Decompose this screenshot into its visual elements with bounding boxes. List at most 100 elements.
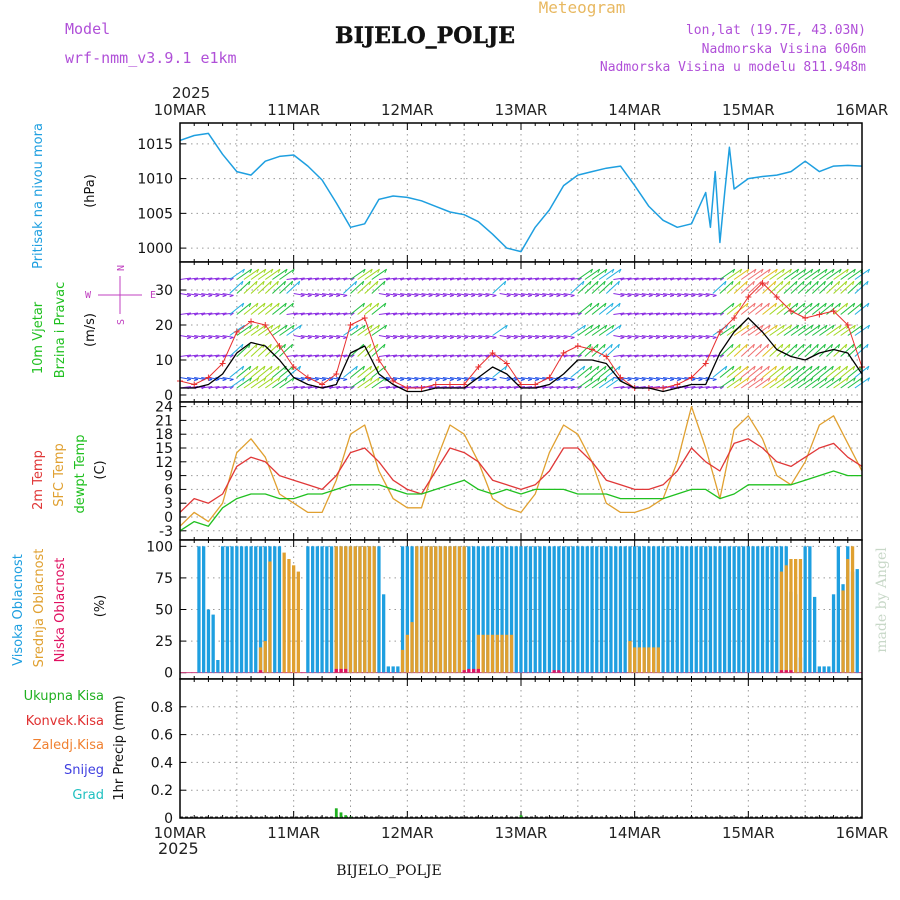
wind-barb — [322, 354, 334, 357]
wind-barb-head — [300, 336, 305, 340]
wind-barb-head — [534, 378, 540, 382]
precipitation-title: Ukupna Kisa Konvek.Kisa Zaledj.Kisa Snij… — [24, 689, 127, 803]
wind-barb-head — [773, 281, 777, 286]
wind-barb — [236, 268, 252, 280]
wind-barb-head — [816, 281, 819, 286]
wind-barb — [591, 377, 608, 389]
wind-barb-head — [435, 294, 440, 298]
wind-barb — [747, 302, 763, 315]
wind-barb-head — [753, 366, 756, 371]
wind-barb — [250, 365, 266, 378]
wind-barb — [762, 268, 778, 280]
wind-barb-head — [589, 303, 593, 308]
wind-barb — [385, 312, 397, 315]
wind-barb-head — [691, 294, 696, 298]
wind-barb-head — [684, 336, 689, 340]
wind-barb — [663, 312, 675, 315]
wind-barb — [208, 293, 220, 296]
wind-barb-head — [739, 303, 742, 308]
cloud-high-bar — [543, 546, 547, 673]
cloud-high-bar — [652, 546, 656, 673]
wind-barb — [492, 280, 507, 294]
wind-barb — [634, 293, 646, 296]
wind-barb-head — [314, 336, 319, 340]
y-tick-label: 1000 — [137, 241, 173, 257]
wind-barb-head — [414, 336, 419, 340]
wind-barb — [620, 293, 632, 296]
wind-barb-head — [241, 281, 244, 286]
wind-barb — [499, 386, 511, 389]
y-tick-label: 0.2 — [151, 783, 173, 799]
cloud-title: Visoka Oblacnost Srednja Oblacnost Niska… — [11, 549, 108, 668]
wind-barb-head — [596, 366, 600, 371]
wind-barb — [840, 268, 856, 280]
cloud-high-bar — [216, 660, 220, 673]
wind-barb — [591, 268, 608, 280]
wind-barb-head — [321, 378, 326, 382]
cloud-low-bar — [476, 668, 480, 673]
model-altitude-info: Nadmorska Visina u modelu 811.948m — [600, 60, 866, 75]
wind-barb-head — [385, 294, 390, 298]
dewpoint-axis-title: dewpt Temp — [73, 434, 88, 513]
wind-barb — [634, 377, 646, 380]
wind-barb — [520, 377, 532, 380]
wind-barb — [314, 293, 326, 296]
wind-barb-head — [277, 324, 281, 330]
wind-barb — [620, 312, 632, 315]
wind-barb — [293, 386, 305, 389]
wind-barb — [435, 377, 447, 380]
wind-barb-head — [270, 268, 274, 274]
cloud-high-bar — [718, 546, 722, 673]
wind-barb — [740, 365, 756, 378]
wind-barb-head — [648, 378, 653, 382]
cloud-high-bar — [756, 546, 760, 673]
wind-barb — [797, 302, 813, 315]
precip-total-bar — [344, 815, 348, 818]
wind-barb — [748, 268, 764, 280]
y-tick-label: 0 — [164, 510, 173, 526]
wind-barb-head — [620, 294, 625, 298]
wind-barb — [435, 335, 447, 338]
wind-barb-head — [284, 377, 288, 382]
wind-barb — [655, 277, 667, 280]
wind-barb — [194, 312, 206, 315]
cloud-mid-bar — [481, 634, 485, 673]
wind-barb — [208, 335, 220, 338]
wind-barb-head — [724, 366, 728, 371]
wind-barb — [627, 354, 639, 357]
wind-barb — [286, 386, 298, 389]
wind-barb — [414, 277, 426, 280]
wind-barb-head — [731, 281, 734, 286]
cloud-low-bar — [552, 670, 556, 673]
wind-barb — [655, 312, 667, 315]
plot-background — [180, 679, 862, 818]
wind-barb — [393, 377, 405, 380]
wind-barb — [385, 335, 397, 338]
wind-barb-head — [186, 294, 191, 298]
wind-barb — [201, 386, 213, 389]
wind-barb — [627, 377, 639, 380]
wind-barb-head — [824, 303, 827, 308]
wind-barb-head — [859, 344, 862, 349]
wind-barb — [371, 324, 387, 336]
top-time-label: 13MAR — [495, 101, 548, 119]
wind-barb-head — [853, 324, 856, 330]
wind-barb — [719, 377, 735, 389]
cloud-high-bar — [723, 546, 727, 673]
wind-barb-head — [414, 378, 419, 382]
wind-barb — [478, 386, 490, 389]
wind-barb — [584, 343, 599, 357]
plot-frame — [179, 678, 863, 819]
y-tick-label: 3 — [164, 496, 173, 512]
wind-barb — [371, 280, 386, 294]
cloud-high-bar — [704, 546, 708, 673]
wind-barb — [677, 377, 689, 380]
cloud-mid-bar — [495, 634, 499, 673]
wind-barb — [400, 277, 412, 280]
wind-barb-head — [618, 268, 622, 274]
wind-barb-head — [222, 294, 227, 298]
pressure-panel: 1000 1005 1010 1015 — [137, 122, 863, 263]
wind-barb — [464, 312, 476, 315]
wind-barb — [215, 354, 227, 357]
cloud-mid-bar — [846, 559, 850, 673]
